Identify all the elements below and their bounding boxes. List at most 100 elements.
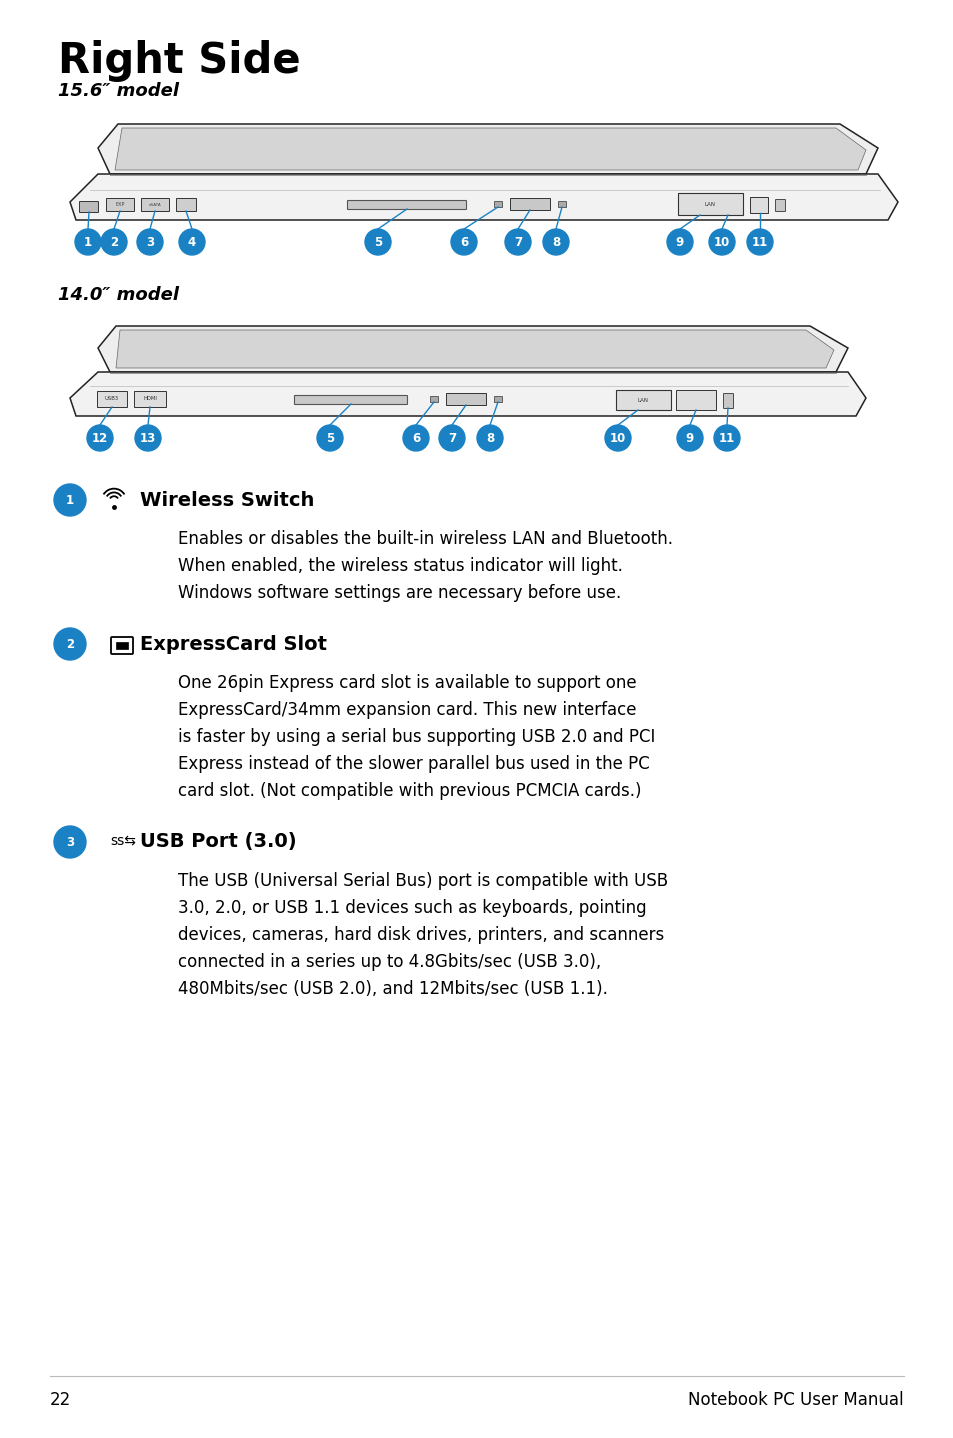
Text: 8: 8 — [485, 431, 494, 444]
FancyBboxPatch shape — [79, 201, 98, 213]
Text: 6: 6 — [459, 236, 468, 249]
Circle shape — [54, 628, 86, 660]
Text: USB Port (3.0): USB Port (3.0) — [140, 833, 296, 851]
Circle shape — [746, 229, 772, 255]
Text: 4: 4 — [188, 236, 196, 249]
Circle shape — [365, 229, 391, 255]
Circle shape — [402, 426, 429, 452]
Polygon shape — [70, 174, 897, 220]
Text: 5: 5 — [326, 431, 334, 444]
Polygon shape — [98, 124, 877, 174]
Text: 14.0″ model: 14.0″ model — [58, 286, 179, 303]
Circle shape — [75, 229, 101, 255]
Text: One 26pin Express card slot is available to support one: One 26pin Express card slot is available… — [178, 674, 636, 692]
Text: ExpressCard/34mm expansion card. This new interface: ExpressCard/34mm expansion card. This ne… — [178, 700, 636, 719]
Circle shape — [677, 426, 702, 452]
Text: 22: 22 — [50, 1391, 71, 1409]
Circle shape — [54, 485, 86, 516]
Text: 12: 12 — [91, 431, 108, 444]
Text: connected in a series up to 4.8Gbits/sec (USB 3.0),: connected in a series up to 4.8Gbits/sec… — [178, 953, 600, 971]
Text: LAN: LAN — [637, 397, 648, 403]
FancyBboxPatch shape — [141, 198, 169, 211]
Text: Notebook PC User Manual: Notebook PC User Manual — [688, 1391, 903, 1409]
FancyBboxPatch shape — [106, 198, 133, 211]
FancyBboxPatch shape — [558, 201, 565, 207]
Text: USB3: USB3 — [105, 397, 119, 401]
Text: 15.6″ model: 15.6″ model — [58, 82, 179, 101]
Text: 9: 9 — [675, 236, 683, 249]
Text: 5: 5 — [374, 236, 382, 249]
Polygon shape — [116, 329, 833, 368]
FancyBboxPatch shape — [722, 394, 733, 408]
FancyBboxPatch shape — [175, 198, 195, 211]
Circle shape — [713, 426, 740, 452]
Text: Enables or disables the built-in wireless LAN and Bluetooth.: Enables or disables the built-in wireles… — [178, 531, 672, 548]
Text: Windows software settings are necessary before use.: Windows software settings are necessary … — [178, 584, 620, 603]
Text: ss⇆: ss⇆ — [110, 834, 135, 848]
FancyBboxPatch shape — [111, 637, 132, 654]
Text: devices, cameras, hard disk drives, printers, and scanners: devices, cameras, hard disk drives, prin… — [178, 926, 663, 943]
Text: 10: 10 — [713, 236, 729, 249]
Circle shape — [179, 229, 205, 255]
Circle shape — [451, 229, 476, 255]
Text: 1: 1 — [84, 236, 92, 249]
Circle shape — [316, 426, 343, 452]
FancyBboxPatch shape — [616, 390, 670, 410]
FancyBboxPatch shape — [775, 200, 784, 211]
Circle shape — [504, 229, 531, 255]
FancyBboxPatch shape — [676, 390, 716, 410]
Text: The USB (Universal Serial Bus) port is compatible with USB: The USB (Universal Serial Bus) port is c… — [178, 871, 667, 890]
Text: 9: 9 — [685, 431, 694, 444]
Circle shape — [666, 229, 692, 255]
Text: Express instead of the slower parallel bus used in the PC: Express instead of the slower parallel b… — [178, 755, 649, 774]
Text: Wireless Switch: Wireless Switch — [140, 490, 314, 509]
Text: LAN: LAN — [703, 201, 715, 207]
Text: 11: 11 — [751, 236, 767, 249]
Circle shape — [87, 426, 112, 452]
FancyBboxPatch shape — [678, 193, 742, 216]
FancyBboxPatch shape — [347, 200, 466, 210]
Polygon shape — [70, 372, 865, 416]
Text: 11: 11 — [719, 431, 735, 444]
Circle shape — [542, 229, 568, 255]
Polygon shape — [115, 128, 865, 170]
Text: HDMI: HDMI — [143, 397, 157, 401]
FancyBboxPatch shape — [494, 395, 501, 403]
Circle shape — [604, 426, 630, 452]
Text: 480Mbits/sec (USB 2.0), and 12Mbits/sec (USB 1.1).: 480Mbits/sec (USB 2.0), and 12Mbits/sec … — [178, 981, 607, 998]
FancyBboxPatch shape — [294, 395, 407, 404]
Text: Right Side: Right Side — [58, 40, 300, 82]
Text: 13: 13 — [140, 431, 156, 444]
FancyBboxPatch shape — [749, 197, 767, 213]
Text: ExpressCard Slot: ExpressCard Slot — [140, 634, 327, 653]
Text: 7: 7 — [514, 236, 521, 249]
Text: 3: 3 — [66, 835, 74, 848]
Text: When enabled, the wireless status indicator will light.: When enabled, the wireless status indica… — [178, 557, 622, 575]
Text: 1: 1 — [66, 493, 74, 506]
FancyBboxPatch shape — [133, 391, 166, 407]
Circle shape — [135, 426, 161, 452]
Circle shape — [54, 825, 86, 858]
Text: is faster by using a serial bus supporting USB 2.0 and PCI: is faster by using a serial bus supporti… — [178, 728, 655, 746]
FancyBboxPatch shape — [494, 201, 501, 207]
Text: 2: 2 — [66, 637, 74, 650]
Text: 8: 8 — [551, 236, 559, 249]
Text: 10: 10 — [609, 431, 625, 444]
Text: 3: 3 — [146, 236, 153, 249]
FancyBboxPatch shape — [446, 393, 485, 406]
Circle shape — [476, 426, 502, 452]
FancyBboxPatch shape — [430, 395, 437, 403]
Text: 3.0, 2.0, or USB 1.1 devices such as keyboards, pointing: 3.0, 2.0, or USB 1.1 devices such as key… — [178, 899, 646, 917]
FancyBboxPatch shape — [116, 641, 128, 649]
Text: 2: 2 — [110, 236, 118, 249]
Circle shape — [438, 426, 464, 452]
Text: eSATA: eSATA — [149, 203, 161, 207]
FancyBboxPatch shape — [97, 391, 127, 407]
Text: 6: 6 — [412, 431, 419, 444]
Circle shape — [708, 229, 734, 255]
Text: 7: 7 — [448, 431, 456, 444]
Circle shape — [101, 229, 127, 255]
Text: card slot. (Not compatible with previous PCMCIA cards.): card slot. (Not compatible with previous… — [178, 782, 640, 800]
FancyBboxPatch shape — [510, 198, 550, 210]
Text: EXP: EXP — [115, 201, 125, 207]
